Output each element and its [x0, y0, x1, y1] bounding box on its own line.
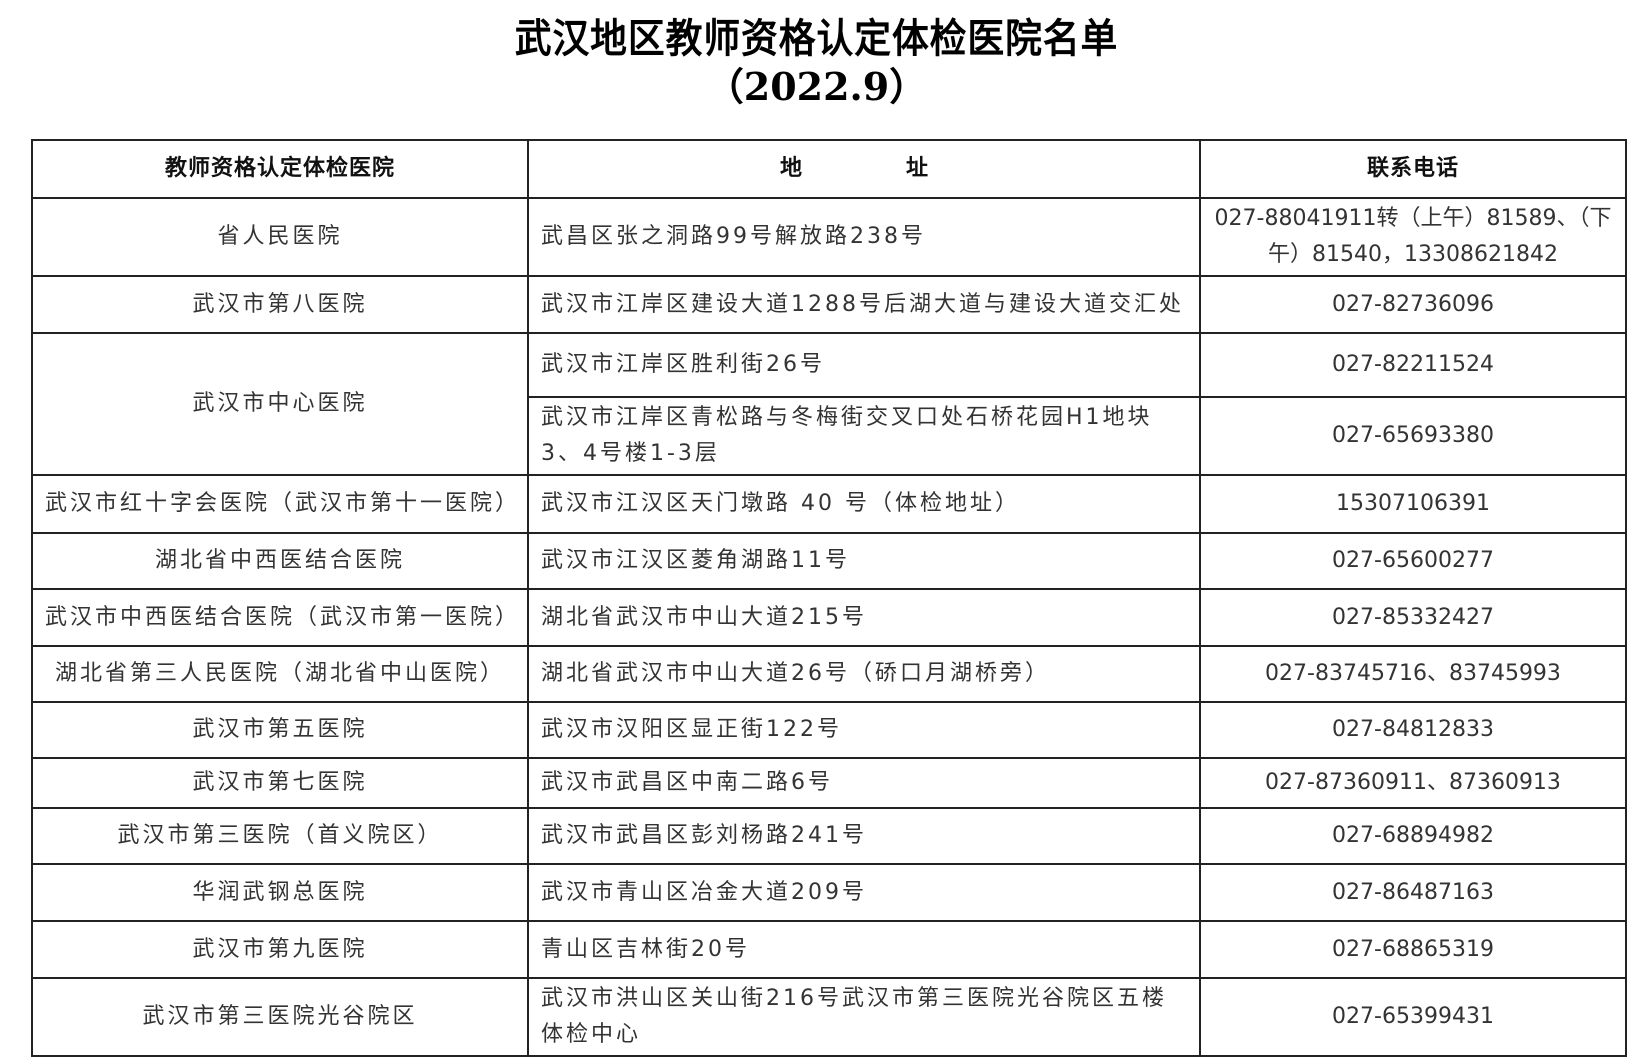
hospital-address: 湖北省武汉市中山大道215号 — [527, 588, 1201, 647]
hospital-name: 湖北省中西医结合医院 — [31, 532, 529, 590]
table-row: 武汉市中西医结合医院（武汉市第一医院） 湖北省武汉市中山大道215号 027-853… — [31, 588, 1627, 647]
hospital-name: 武汉市第三医院光谷院区 — [31, 977, 529, 1057]
hospital-phone: 027-68865319 — [1199, 920, 1627, 979]
hospital-address: 武汉市江岸区青松路与冬梅街交叉口处石桥花园H1地块3、4号楼1-3层 — [527, 396, 1201, 476]
document-title: 武汉地区教师资格认定体检医院名单 — [514, 15, 1119, 62]
hospital-address: 武汉市江汉区菱角湖路11号 — [527, 532, 1201, 590]
hospital-address: 武汉市洪山区关山街216号武汉市第三医院光谷院区五楼体检中心 — [527, 977, 1201, 1057]
hospital-phone: 027-82736096 — [1199, 275, 1627, 334]
table-row: 武汉市第八医院 武汉市江岸区建设大道1288号后湖大道与建设大道交汇处 027-82… — [31, 275, 1627, 334]
hospital-address: 武汉市汉阳区显正街122号 — [527, 701, 1201, 759]
hospital-phone: 027-85332427 — [1199, 588, 1627, 647]
hospital-address: 武汉市武昌区彭刘杨路241号 — [527, 807, 1201, 865]
hospital-phone: 027-86487163 — [1199, 863, 1627, 922]
table-row: 湖北省第三人民医院（湖北省中山医院） 湖北省武汉市中山大道26号（硚口月湖桥旁） 0… — [31, 645, 1627, 703]
table-row: 武汉市第三医院光谷院区 武汉市洪山区关山街216号武汉市第三医院光谷院区五楼体检中… — [31, 977, 1627, 1057]
hospital-name: 华润武钢总医院 — [31, 863, 529, 922]
hospital-name: 武汉市红十字会医院（武汉市第十一医院） — [31, 474, 529, 534]
header-address: 地 址 — [527, 139, 1201, 199]
hospital-phone: 027-83745716、83745993 — [1199, 645, 1627, 703]
hospital-phone: 027-65600277 — [1199, 532, 1627, 590]
table-row: 武汉市第七医院 武汉市武昌区中南二路6号 027-87360911、87360913 — [31, 757, 1627, 809]
hospital-name: 省人民医院 — [31, 197, 529, 277]
header-phone: 联系电话 — [1199, 139, 1627, 199]
hospital-phone: 027-65399431 — [1199, 977, 1627, 1057]
hospital-name: 武汉市第九医院 — [31, 920, 529, 979]
hospital-address: 武汉市武昌区中南二路6号 — [527, 757, 1201, 809]
hospital-address: 武汉市江岸区胜利街26号 — [527, 332, 1201, 398]
hospital-name: 武汉市中心医院 — [31, 332, 529, 476]
hospital-address: 武昌区张之洞路99号解放路238号 — [527, 197, 1201, 277]
table-row: 武汉市江岸区青松路与冬梅街交叉口处石桥花园H1地块3、4号楼1-3层 027-65… — [32, 396, 1627, 476]
table-row: 湖北省中西医结合医院 武汉市江汉区菱角湖路11号 027-65600277 — [31, 532, 1627, 590]
hospital-name: 武汉市第七医院 — [31, 757, 529, 809]
hospital-name: 武汉市第五医院 — [31, 701, 529, 759]
document-subtitle: （2022.9） — [705, 64, 928, 109]
hospital-address: 武汉市江岸区建设大道1288号后湖大道与建设大道交汇处 — [527, 275, 1201, 334]
hospital-name: 武汉市中西医结合医院（武汉市第一医院） — [31, 588, 529, 647]
table-row: 武汉市第五医院 武汉市汉阳区显正街122号 027-84812833 — [31, 701, 1627, 759]
hospital-phone: 027-88041911转（上午）81589、（下午）81540，1330862… — [1199, 197, 1627, 277]
hospital-name: 武汉市第三医院（首义院区） — [31, 807, 529, 865]
table-row: 省人民医院 武昌区张之洞路99号解放路238号 027-88041911转（上午）8… — [31, 197, 1627, 277]
hospital-phone: 027-84812833 — [1199, 701, 1627, 759]
hospital-phone: 027-65693380 — [1199, 396, 1627, 476]
table-row: 武汉市红十字会医院（武汉市第十一医院） 武汉市江汉区天门墩路 40 号（体检地址）… — [31, 474, 1627, 534]
table-row: 武汉市中心医院 武汉市江岸区胜利街26号 027-82211524 — [31, 332, 1627, 476]
hospital-table: 教师资格认定体检医院 地 址 联系电话 省人民医院 武昌区张之洞路99号解放路23… — [31, 139, 1627, 1057]
hospital-phone: 027-82211524 — [1199, 332, 1627, 398]
hospital-address: 青山区吉林街20号 — [527, 920, 1201, 979]
table-row: 武汉市第三医院（首义院区） 武汉市武昌区彭刘杨路241号 027-68894982 — [31, 807, 1627, 865]
table-row: 华润武钢总医院 武汉市青山区冶金大道209号 027-86487163 — [31, 863, 1627, 922]
table-row: 武汉市第九医院 青山区吉林街20号 027-68865319 — [31, 920, 1627, 979]
hospital-address: 湖北省武汉市中山大道26号（硚口月湖桥旁） — [527, 645, 1201, 703]
hospital-name: 武汉市第八医院 — [31, 275, 529, 334]
hospital-address: 武汉市江汉区天门墩路 40 号（体检地址） — [527, 474, 1201, 534]
header-hospital: 教师资格认定体检医院 — [31, 139, 529, 199]
table-header-row: 教师资格认定体检医院 地 址 联系电话 — [31, 139, 1627, 199]
hospital-phone: 027-87360911、87360913 — [1199, 757, 1627, 809]
hospital-address: 武汉市青山区冶金大道209号 — [527, 863, 1201, 922]
hospital-phone: 027-68894982 — [1199, 807, 1627, 865]
hospital-phone: 15307106391 — [1199, 474, 1627, 534]
hospital-name: 湖北省第三人民医院（湖北省中山医院） — [31, 645, 529, 703]
